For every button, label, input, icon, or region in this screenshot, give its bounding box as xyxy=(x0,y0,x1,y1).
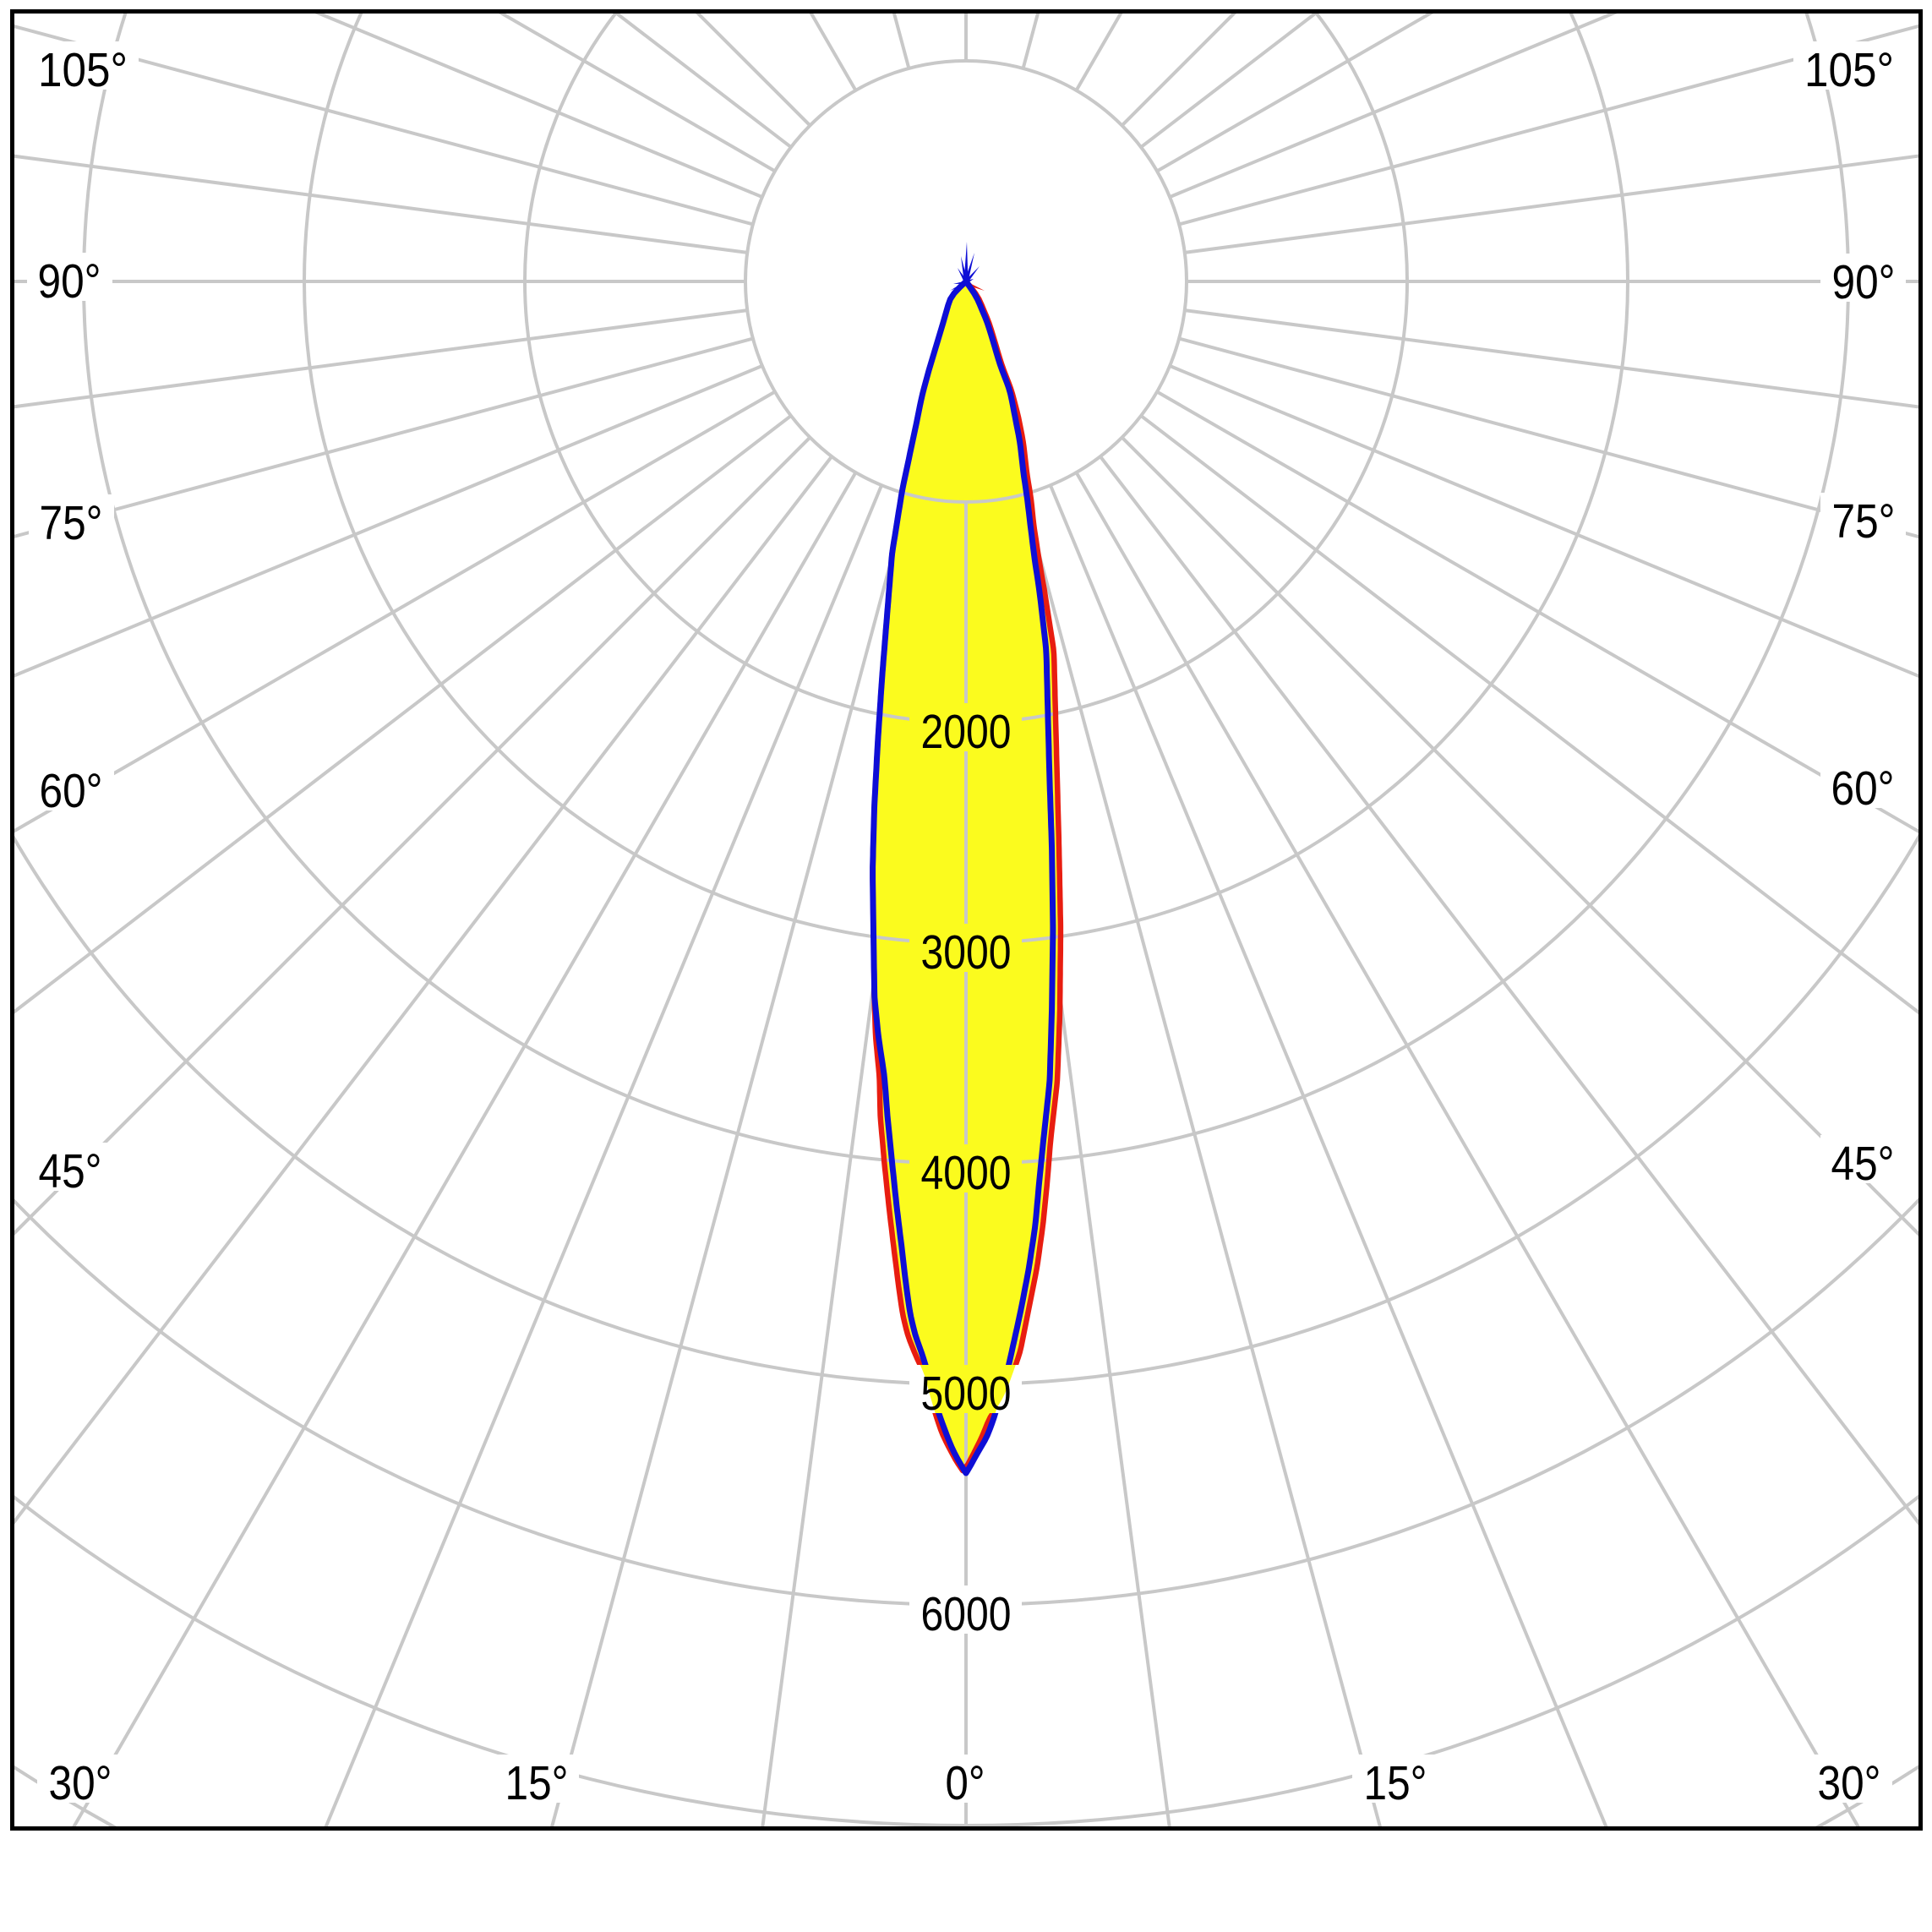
svg-text:4000: 4000 xyxy=(921,1146,1012,1200)
svg-text:75°: 75° xyxy=(1832,494,1896,548)
svg-text:75°: 75° xyxy=(40,496,103,550)
svg-text:2000: 2000 xyxy=(921,705,1012,759)
svg-text:30°: 30° xyxy=(1818,1756,1881,1810)
svg-text:90°: 90° xyxy=(38,254,101,308)
svg-text:60°: 60° xyxy=(1831,761,1895,816)
svg-text:3000: 3000 xyxy=(921,925,1012,980)
svg-text:0°: 0° xyxy=(946,1756,985,1810)
svg-text:60°: 60° xyxy=(40,764,103,818)
svg-text:15°: 15° xyxy=(1364,1756,1427,1810)
svg-text:15°: 15° xyxy=(505,1756,569,1810)
svg-text:5000: 5000 xyxy=(921,1367,1012,1421)
svg-text:45°: 45° xyxy=(39,1144,102,1198)
svg-text:45°: 45° xyxy=(1831,1137,1895,1191)
svg-text:90°: 90° xyxy=(1832,255,1896,309)
svg-text:105°: 105° xyxy=(1804,43,1894,97)
svg-text:6000: 6000 xyxy=(921,1587,1012,1641)
svg-text:30°: 30° xyxy=(49,1756,112,1810)
svg-text:105°: 105° xyxy=(38,43,128,97)
